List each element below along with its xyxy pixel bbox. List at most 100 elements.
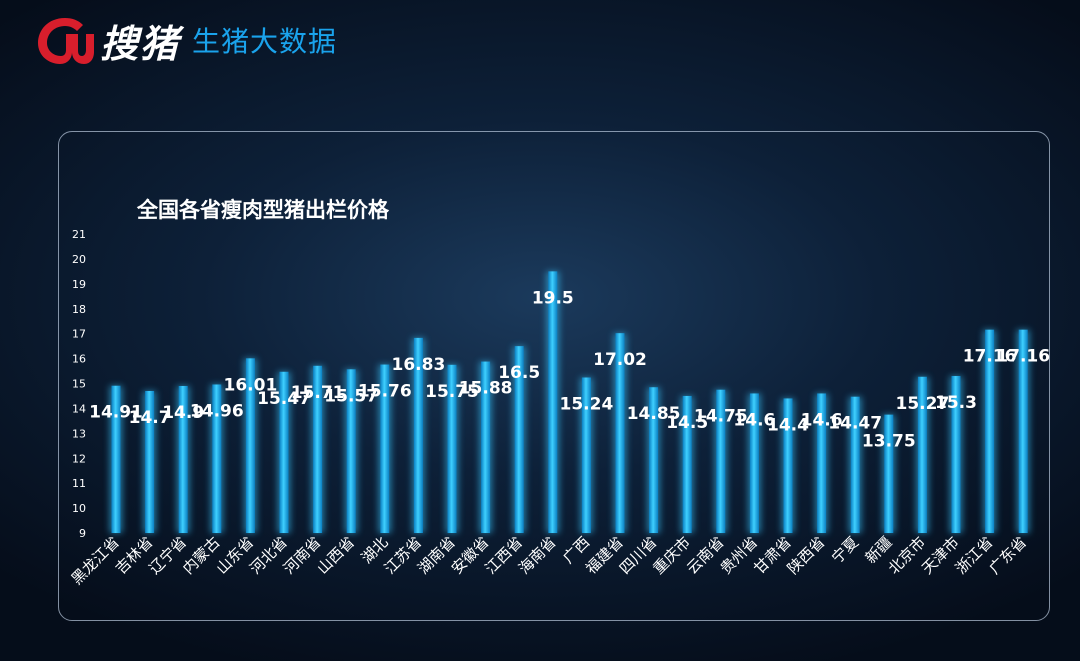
data-label: 14.6 [801, 410, 843, 430]
data-label: 15.24 [560, 395, 614, 415]
bar [346, 369, 356, 533]
x-tick-label: 吉林省 [112, 533, 157, 578]
data-label: 15.75 [425, 382, 479, 402]
chart-panel [58, 131, 1050, 621]
y-tick-label: 21 [72, 228, 86, 241]
x-tick-label: 江西省 [481, 533, 526, 578]
data-label: 14.5 [666, 413, 708, 433]
bar [850, 396, 860, 533]
bar [615, 333, 625, 533]
bars-group [109, 271, 1030, 533]
data-label: 15.88 [459, 379, 513, 399]
bar [985, 329, 995, 533]
data-label: 17.16 [996, 347, 1050, 367]
bar [581, 377, 591, 533]
x-tick-label: 云南省 [683, 533, 728, 578]
data-label: 16.5 [498, 363, 540, 383]
data-label: 15.3 [935, 393, 977, 413]
data-label: 17.16 [963, 347, 1017, 367]
bar [380, 364, 390, 533]
x-tick-label: 内蒙古 [179, 533, 224, 578]
y-tick-label: 19 [72, 278, 86, 291]
x-tick-label: 天津市 [918, 533, 963, 578]
data-label: 19.5 [532, 288, 574, 308]
app-header: 搜猪 生猪大数据 [34, 10, 337, 70]
data-label: 13.75 [862, 432, 916, 452]
data-label: 14.85 [627, 404, 681, 424]
bar [548, 271, 558, 533]
x-tick-label: 重庆市 [649, 533, 694, 578]
y-tick-label: 17 [72, 328, 86, 341]
x-tick-label: 四川省 [616, 533, 661, 578]
bar [481, 361, 491, 533]
y-tick-label: 10 [72, 502, 86, 515]
data-label: 15.76 [358, 382, 412, 402]
bar [783, 398, 793, 533]
logo-text: 搜猪 [100, 20, 181, 66]
x-tick-label: 河南省 [280, 533, 325, 578]
data-label: 14.75 [694, 407, 748, 427]
x-tick-label: 海南省 [515, 533, 560, 578]
data-label: 17.02 [593, 350, 647, 370]
data-label: 14.7 [129, 408, 171, 428]
bar [917, 376, 927, 533]
bar [514, 346, 524, 533]
logo-icon [34, 12, 96, 68]
bar [682, 395, 692, 533]
bar [178, 385, 188, 533]
bar [1018, 329, 1028, 533]
x-tick-label: 陕西省 [784, 533, 829, 578]
y-tick-label: 16 [72, 353, 86, 366]
bar [413, 337, 423, 533]
data-label: 14.6 [733, 410, 775, 430]
data-label: 14.4 [767, 415, 809, 435]
data-label: 16.83 [392, 355, 446, 375]
y-tick-label: 20 [72, 253, 86, 266]
bar [649, 387, 659, 533]
bar [817, 393, 827, 533]
bar [884, 414, 894, 533]
bar [145, 390, 155, 533]
brand-subtitle: 生猪大数据 [192, 25, 338, 58]
y-tick-label: 15 [72, 378, 86, 391]
bar [447, 364, 457, 533]
bar [111, 385, 121, 533]
x-tick-label: 福建省 [582, 533, 627, 578]
y-tick-label: 18 [72, 303, 86, 316]
bar [313, 365, 323, 533]
x-tick-label: 广东省 [985, 533, 1030, 578]
y-tick-label: 9 [79, 527, 86, 540]
x-tick-label: 山西省 [313, 533, 358, 578]
data-label: 15.47 [257, 389, 311, 409]
bar [749, 393, 759, 533]
x-tick-label: 辽宁省 [145, 533, 190, 578]
x-tick-label: 黑龙江省 [68, 533, 123, 588]
x-tick-label: 山东省 [213, 533, 258, 578]
data-label: 16.01 [224, 375, 278, 395]
x-tick-label: 甘肃省 [750, 533, 795, 578]
x-tick-label: 江苏省 [381, 533, 426, 578]
data-label: 14.47 [828, 414, 882, 434]
data-label: 14.91 [89, 403, 143, 423]
bar [212, 384, 222, 533]
y-axis: 9 10 11 12 13 14 15 16 17 18 19 20 21 [72, 228, 86, 540]
bar [951, 376, 961, 533]
data-labels-group: 14.9114.714.914.9616.0115.4715.7115.5715… [89, 288, 1050, 451]
x-tick-label: 安徽省 [448, 533, 493, 578]
y-tick-label: 14 [72, 402, 86, 415]
x-tick-label: 北京市 [885, 533, 930, 578]
chart-title: 全国各省瘦肉型猪出栏价格 [137, 197, 389, 222]
data-label: 14.9 [162, 403, 204, 423]
bar [716, 389, 726, 533]
data-label: 15.71 [291, 383, 345, 403]
data-label: 15.57 [324, 386, 378, 406]
bar [279, 371, 289, 533]
x-tick-label: 河北省 [246, 533, 291, 578]
y-tick-label: 11 [72, 477, 86, 490]
x-tick-label: 浙江省 [952, 533, 997, 578]
bar [245, 358, 255, 533]
data-label: 15.27 [896, 394, 950, 414]
x-tick-label: 湖南省 [414, 533, 459, 578]
